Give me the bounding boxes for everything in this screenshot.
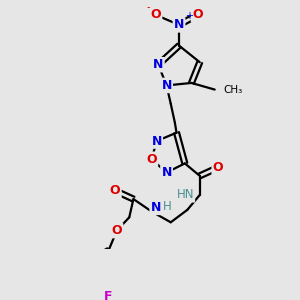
Text: O: O bbox=[112, 224, 122, 237]
Text: N: N bbox=[153, 58, 164, 71]
Text: N: N bbox=[151, 201, 161, 214]
Text: N: N bbox=[161, 79, 172, 92]
Text: N: N bbox=[161, 166, 172, 179]
Text: HN: HN bbox=[176, 188, 194, 201]
Text: H: H bbox=[163, 200, 172, 213]
Text: F: F bbox=[104, 290, 113, 300]
Text: O: O bbox=[110, 184, 121, 197]
Text: +: + bbox=[185, 11, 193, 21]
Text: -: - bbox=[147, 2, 150, 12]
Text: O: O bbox=[146, 153, 157, 166]
Text: N: N bbox=[152, 134, 162, 148]
Text: O: O bbox=[213, 161, 223, 174]
Text: O: O bbox=[192, 8, 202, 21]
Text: N: N bbox=[174, 18, 184, 32]
Text: CH₃: CH₃ bbox=[223, 85, 242, 94]
Text: O: O bbox=[151, 8, 161, 21]
